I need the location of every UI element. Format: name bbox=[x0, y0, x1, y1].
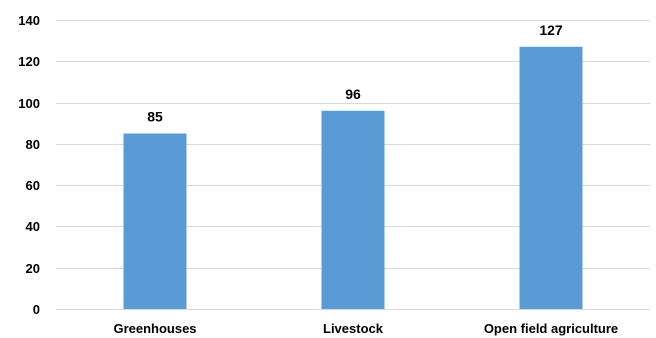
y-tick-label: 120 bbox=[18, 54, 40, 69]
y-tick-label: 80 bbox=[26, 137, 40, 152]
y-tick-label: 140 bbox=[18, 13, 40, 28]
x-axis-tick-labels: Greenhouses Livestock Open field agricultu… bbox=[113, 321, 618, 336]
data-label: 85 bbox=[147, 109, 163, 125]
y-tick-label: 100 bbox=[18, 96, 40, 111]
y-tick-label: 20 bbox=[26, 261, 40, 276]
y-tick-label: 0 bbox=[33, 302, 40, 317]
data-labels: 85 96 127 bbox=[147, 22, 563, 125]
y-tick-label: 60 bbox=[26, 178, 40, 193]
x-tick-label: Livestock bbox=[323, 321, 384, 336]
bar-open-field-agriculture bbox=[519, 46, 583, 310]
y-tick-label: 40 bbox=[26, 219, 40, 234]
x-tick-label: Greenhouses bbox=[113, 321, 196, 336]
bar-greenhouses bbox=[123, 133, 187, 309]
data-label: 96 bbox=[345, 86, 361, 102]
x-tick-label: Open field agriculture bbox=[484, 321, 618, 336]
bars bbox=[123, 46, 583, 310]
bar-livestock bbox=[321, 110, 385, 309]
y-axis-tick-labels: 0 20 40 60 80 100 120 140 bbox=[18, 13, 40, 317]
data-label: 127 bbox=[539, 22, 563, 38]
